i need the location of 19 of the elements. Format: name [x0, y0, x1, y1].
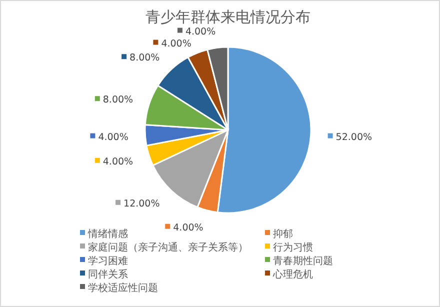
data-label: 4.00%	[173, 222, 204, 234]
legend-label: 情绪情感	[87, 228, 128, 240]
legend-label: 心理危机	[272, 268, 313, 280]
legend-label: 青春期性问题	[273, 255, 333, 267]
data-label: 4.00%	[185, 26, 216, 38]
legend-label: 抑郁	[273, 228, 293, 240]
legend-label: 同伴关系	[88, 268, 128, 280]
legend-label: 家庭问题（亲子沟通、亲子关系等）	[88, 242, 248, 254]
legend-label: 学校适应性问题	[88, 282, 158, 294]
data-label: 52.00%	[336, 132, 372, 143]
legend-label: 学习困难	[88, 255, 128, 267]
data-label: 8.00%	[130, 52, 160, 64]
legend-label: 行为习惯	[273, 242, 313, 254]
data-label: 4.00%	[161, 38, 192, 50]
data-label: 8.00%	[102, 94, 134, 106]
data-label: 4.00%	[98, 132, 128, 143]
data-label: 12.00%	[124, 198, 160, 210]
data-label: 4.00%	[102, 156, 134, 168]
chart-title: 青少年群体来电情况分布	[146, 8, 310, 26]
